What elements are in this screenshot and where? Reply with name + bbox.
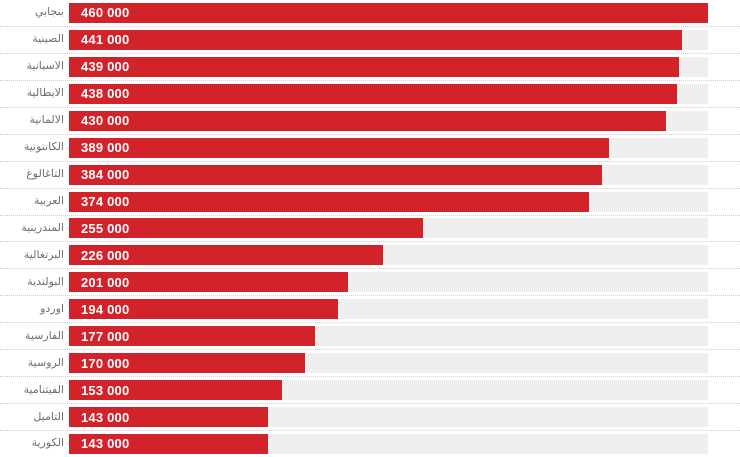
- value-bar[interactable]: 441 000: [69, 29, 682, 50]
- plot-row-background: 441 000: [69, 29, 708, 50]
- plot-row-background: 177 000: [69, 326, 708, 347]
- category-label: الروسية: [27, 357, 64, 369]
- chart-row: اوردو 194 000: [0, 295, 740, 322]
- category-label: البولندية: [27, 276, 64, 288]
- value-label: 143 000: [81, 409, 130, 425]
- value-bar[interactable]: 430 000: [69, 110, 667, 131]
- chart-row: الألمانية 430 000: [0, 106, 740, 134]
- plot-row-background: 194 000: [69, 299, 708, 320]
- value-label: 170 000: [81, 355, 130, 371]
- plot-row-background: 439 000: [69, 56, 708, 77]
- category-label: الكورية: [31, 438, 64, 450]
- value-bar[interactable]: 143 000: [69, 433, 268, 454]
- plot-row-background: 170 000: [69, 353, 708, 374]
- chart-row: بنجابي 460 000: [0, 0, 740, 26]
- chart-row: الكانتونية 389 000: [0, 133, 740, 161]
- value-label: 143 000: [81, 436, 130, 452]
- chart-row: البرتغالية 226 000: [0, 241, 740, 268]
- chart-row: الفارسية 177 000: [0, 322, 740, 349]
- category-label: التاميل: [33, 411, 64, 423]
- plot-row-background: 143 000: [69, 433, 708, 454]
- value-label: 194 000: [81, 301, 130, 317]
- value-label: 226 000: [81, 247, 130, 263]
- value-label: 441 000: [81, 32, 130, 48]
- chart-row: الكورية 143 000: [0, 430, 740, 457]
- category-label: الكانتونية: [23, 142, 64, 154]
- chart-row: الفيتنامية 153 000: [0, 376, 740, 403]
- value-bar[interactable]: 226 000: [69, 245, 383, 266]
- value-bar[interactable]: 201 000: [69, 272, 349, 293]
- value-bar[interactable]: 170 000: [69, 353, 306, 374]
- plot-row-background: 201 000: [69, 272, 708, 293]
- plot-row-background: 255 000: [69, 218, 708, 239]
- value-label: 460 000: [81, 5, 130, 21]
- value-bar[interactable]: 194 000: [69, 299, 339, 320]
- value-bar[interactable]: 460 000: [69, 2, 708, 23]
- chart-row: الاسبانية 439 000: [0, 52, 740, 80]
- value-bar[interactable]: 439 000: [69, 56, 679, 77]
- value-bar[interactable]: 389 000: [69, 137, 610, 158]
- value-bar[interactable]: 255 000: [69, 218, 424, 239]
- value-label: 153 000: [81, 382, 130, 398]
- value-label: 255 000: [81, 220, 130, 236]
- plot-row-background: 438 000: [69, 83, 708, 104]
- category-label: الألمانية: [29, 115, 64, 127]
- chart-row: التاغالوغ 384 000: [0, 160, 740, 188]
- category-label: الفيتنامية: [23, 384, 64, 396]
- chart-row: المندرينية 255 000: [0, 214, 740, 242]
- value-bar[interactable]: 143 000: [69, 407, 268, 428]
- category-label: العربية: [33, 196, 64, 208]
- chart-row: البولندية 201 000: [0, 268, 740, 295]
- value-label: 201 000: [81, 274, 130, 290]
- value-bar[interactable]: 374 000: [69, 191, 589, 212]
- value-bar[interactable]: 177 000: [69, 326, 315, 347]
- value-bar[interactable]: 153 000: [69, 380, 282, 401]
- chart-row: الصينية 441 000: [0, 25, 740, 53]
- category-label: الاسبانية: [26, 61, 65, 73]
- plot-row-background: 153 000: [69, 380, 708, 401]
- category-label: الفارسية: [24, 330, 64, 342]
- category-label: الصينية: [32, 34, 64, 46]
- category-label: اوردو: [40, 303, 64, 315]
- chart-row: العربية 374 000: [0, 187, 740, 215]
- value-label: 438 000: [81, 86, 130, 102]
- chart-row: التاميل 143 000: [0, 403, 740, 430]
- plot-row-background: 226 000: [69, 245, 708, 266]
- chart-row: الايطالية 438 000: [0, 79, 740, 107]
- value-label: 374 000: [81, 194, 130, 210]
- category-label: بنجابي: [34, 7, 64, 19]
- plot-row-background: 389 000: [69, 137, 708, 158]
- plot-row-background: 374 000: [69, 191, 708, 212]
- value-label: 439 000: [81, 59, 130, 75]
- value-bar[interactable]: 438 000: [69, 83, 678, 104]
- category-label: التاغالوغ: [26, 169, 64, 181]
- value-bar[interactable]: 384 000: [69, 164, 603, 185]
- value-label: 177 000: [81, 328, 130, 344]
- category-label: الايطالية: [26, 88, 64, 100]
- plot-row-background: 143 000: [69, 407, 708, 428]
- plot-row-background: 430 000: [69, 110, 708, 131]
- category-label: البرتغالية: [23, 249, 64, 261]
- chart-row: الروسية 170 000: [0, 349, 740, 376]
- value-label: 389 000: [81, 140, 130, 156]
- value-label: 430 000: [81, 113, 130, 129]
- plot-row-background: 460 000: [69, 2, 708, 23]
- plot-row-background: 384 000: [69, 164, 708, 185]
- category-label: المندرينية: [21, 222, 64, 234]
- value-label: 384 000: [81, 167, 130, 183]
